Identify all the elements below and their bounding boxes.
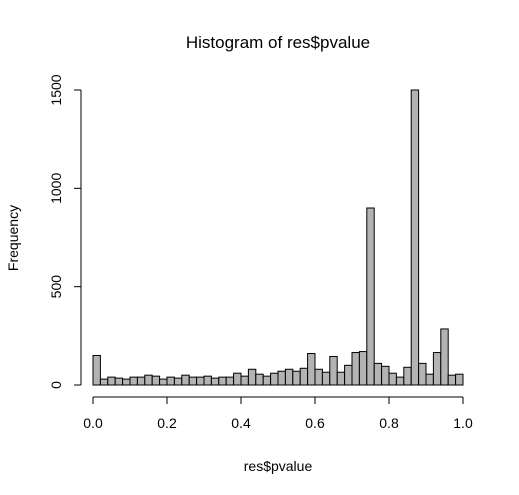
y-axis-label: Frequency (5, 205, 21, 271)
histogram-bar (432, 352, 442, 386)
y-tick-label: 0 (48, 381, 64, 389)
histogram-bar (284, 368, 294, 386)
histogram-bar (144, 374, 153, 386)
histogram-bar (425, 373, 434, 386)
histogram-bar (358, 351, 368, 386)
histogram-bar (173, 377, 183, 386)
x-axis-label: res$pvalue (244, 458, 313, 474)
x-axis: 0.0 0.2 0.4 0.6 0.8 1.0 (83, 396, 473, 431)
histogram-bar (270, 372, 279, 386)
x-tick-label: 0.6 (305, 415, 325, 431)
histogram-bar (307, 353, 316, 386)
y-axis: 0 500 1000 1500 (48, 74, 82, 389)
histogram-bar (418, 362, 427, 386)
bars-group (92, 89, 464, 386)
histogram-bar (233, 372, 242, 386)
histogram-bar (166, 376, 175, 386)
histogram-bar (218, 376, 227, 386)
x-tick-label: 0.4 (231, 415, 251, 431)
histogram-bar (188, 376, 198, 386)
histogram-bar (366, 207, 375, 386)
histogram-bar (136, 376, 146, 386)
x-tick-label: 0.0 (83, 415, 103, 431)
histogram-bar (373, 362, 383, 386)
histogram-bar (351, 352, 360, 386)
x-tick-label: 0.8 (379, 415, 399, 431)
histogram-bar (381, 365, 390, 386)
histogram-bar (225, 376, 235, 386)
x-tick-label: 1.0 (453, 415, 473, 431)
histogram-bar (255, 373, 264, 386)
histogram-bar (107, 376, 116, 386)
histogram-bar (262, 375, 272, 386)
histogram-bar (277, 370, 286, 386)
histogram-bar (336, 371, 346, 386)
histogram-bar (99, 378, 109, 386)
histogram-bar (395, 376, 405, 386)
y-tick-label: 1500 (48, 74, 64, 105)
histogram-bar (314, 368, 323, 386)
y-tick-label: 500 (48, 275, 64, 299)
histogram-bar (321, 371, 331, 386)
histogram-bar (240, 375, 249, 386)
histogram-bar (299, 367, 309, 386)
histogram-bar (292, 370, 301, 386)
y-tick-label: 1000 (48, 173, 64, 204)
histogram-bar (455, 373, 464, 386)
histogram-bar (440, 328, 449, 386)
histogram-bar (151, 375, 161, 386)
histogram-bar (159, 378, 168, 386)
histogram-bar (344, 364, 353, 386)
histogram-bar (181, 374, 190, 386)
histogram-bar (410, 89, 420, 386)
histogram-bar (388, 372, 397, 386)
histogram-bar (114, 377, 124, 386)
histogram-bar (447, 374, 457, 386)
histogram-bar (247, 368, 257, 386)
histogram-bar (92, 355, 101, 386)
histogram-bar (329, 355, 338, 386)
histogram-bar (122, 378, 131, 386)
histogram-bar (203, 375, 212, 386)
histogram-bar (403, 366, 412, 386)
x-tick-label: 0.2 (157, 415, 177, 431)
histogram-bar (129, 376, 138, 386)
chart-title: Histogram of res$pvalue (186, 33, 370, 52)
histogram-bar (210, 377, 220, 386)
histogram-bar (196, 376, 205, 386)
